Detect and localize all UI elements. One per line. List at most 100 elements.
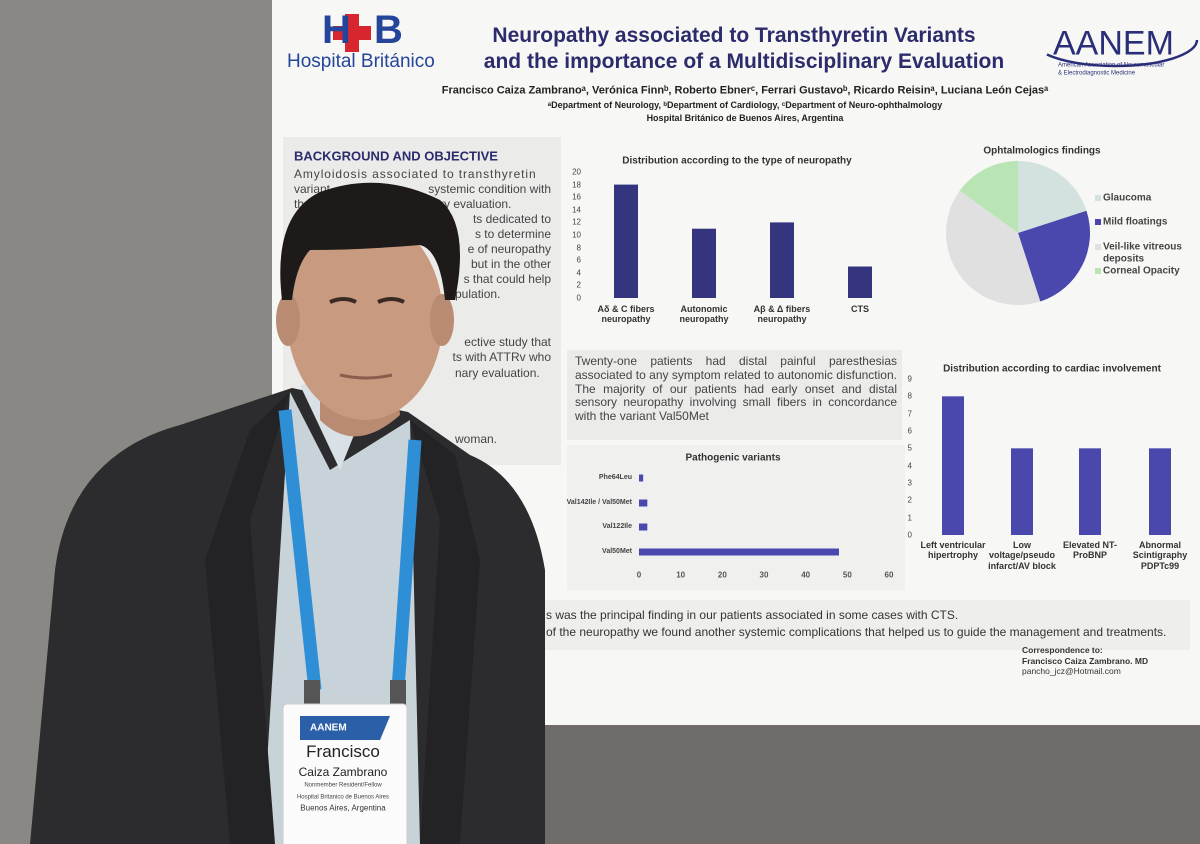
bar: [942, 396, 964, 535]
lapel: [205, 392, 290, 844]
face: [287, 216, 443, 420]
title: Neuropathy associated to Transthyretin V…: [492, 23, 976, 47]
x-tick-label: Aβ & Δ fibers neuropathy: [753, 304, 811, 325]
y-tick-label: Val142Ile / Val50Met: [566, 498, 632, 506]
pie-slice: [946, 190, 1041, 305]
hair: [280, 182, 460, 300]
y-tick-label: 6: [576, 255, 581, 265]
legend-label: Veil-like vitreous deposits: [1103, 241, 1182, 265]
panel: [567, 445, 905, 590]
bar: [1011, 448, 1033, 535]
body-text: e of neuropathy: [467, 242, 551, 257]
x-tick-label: Aδ & C fibers neuropathy: [597, 304, 655, 325]
authors: Francisco Caiza Zambranoᵃ, Verónica Finn…: [441, 84, 1049, 97]
body-text: Amyloidosis associated to transthyretin: [294, 167, 537, 182]
y-tick-label: 4: [576, 268, 581, 278]
y-tick-label: 0: [907, 530, 912, 540]
pie-slice: [1018, 210, 1090, 302]
logo-name: AANEM: [1053, 24, 1174, 63]
x-tick-label: Abnormal Scintigraphy PDPTc99: [1132, 540, 1188, 571]
x-tick-label: Elevated NT-ProBNP: [1062, 540, 1118, 561]
x-tick-label: Autonomic neuropathy: [679, 304, 729, 325]
brows: [329, 297, 405, 304]
bar: [770, 222, 794, 298]
y-tick-label: 20: [572, 167, 581, 177]
bar: [614, 184, 638, 298]
bar: [639, 499, 648, 507]
badge-line: Buenos Aires, Argentina: [300, 803, 386, 813]
legend-label: Glaucoma: [1103, 192, 1152, 204]
bar: [639, 523, 648, 531]
body-text: ry evaluation.: [440, 197, 512, 212]
y-tick-label: 4: [907, 461, 912, 471]
pie-slice: [1018, 161, 1087, 233]
x-tick-label: 20: [717, 570, 727, 580]
legend-swatch: [1095, 195, 1101, 201]
y-tick-label: 2: [576, 280, 581, 290]
y-tick-label: 16: [572, 192, 581, 202]
conclusion-text: of the neuropathy we found another syste…: [546, 625, 1167, 640]
lapel: [410, 420, 480, 844]
conclusion-text: s was the principal finding in our patie…: [546, 608, 959, 623]
logo-sub: & Electrodiagnostic Medicine: [1058, 70, 1136, 77]
lanyard: [278, 409, 422, 691]
y-tick-label: 6: [907, 426, 912, 436]
body-text: woman.: [455, 432, 498, 447]
badge-role: Nonmember Resident/Fellow: [304, 782, 382, 789]
badge-banner: [300, 716, 390, 740]
affiliations: ᵃDepartment of Neurology, ᵇDepartment of…: [547, 99, 943, 110]
chart-title: Distribution according to cardiac involv…: [943, 363, 1161, 375]
clip: [390, 680, 406, 706]
chart-title: Pathogenic variants: [685, 452, 781, 464]
y-tick-label: Val122Ile: [602, 522, 632, 530]
body-text: s that could help: [463, 272, 551, 287]
body-text: ts with ATTRv who: [452, 350, 551, 365]
correspondence: Francisco Caiza Zambrano. MD: [1022, 656, 1149, 667]
bar: [1149, 448, 1171, 535]
logo-arc: [1031, 12, 1199, 68]
bar: [1079, 448, 1101, 535]
title: and the importance of a Multidisciplinar…: [483, 49, 1005, 73]
bar: [639, 548, 839, 556]
legend-swatch: [1095, 268, 1101, 274]
y-tick-label: 3: [907, 478, 912, 488]
x-tick-label: Low voltage/pseudo infarct/AV block: [988, 540, 1056, 571]
y-tick-label: 12: [572, 217, 581, 227]
y-tick-label: 2: [907, 495, 912, 505]
body-text: s to determine: [474, 227, 551, 242]
y-tick-label: 14: [572, 205, 581, 215]
y-tick-label: 10: [572, 230, 581, 240]
x-tick-label: CTS: [851, 304, 869, 314]
logo-sub: American Association of Neuromuscular: [1058, 62, 1165, 69]
logo-cross: [333, 14, 371, 52]
body-text: systemic condition with: [428, 182, 551, 197]
chart-title: Distribution according to the type of ne…: [622, 155, 852, 167]
y-tick-label: 1: [907, 513, 912, 523]
y-tick-label: 7: [907, 409, 912, 419]
clip: [304, 680, 320, 706]
pie-slice: [959, 161, 1018, 233]
section-heading: BACKGROUND AND OBJECTIVE: [294, 148, 498, 164]
badge-logo: AANEM: [310, 722, 347, 734]
badge-name: Francisco: [306, 742, 380, 762]
body-text: ts dedicated to: [472, 212, 551, 227]
x-tick-label: 50: [842, 570, 852, 580]
correspondence: Correspondence to:: [1022, 645, 1103, 656]
x-tick-label: 10: [676, 570, 686, 580]
ear: [430, 294, 454, 346]
bar: [848, 266, 872, 298]
legend-label: Corneal Opacity: [1103, 265, 1180, 277]
x-tick-label: 0: [636, 570, 642, 580]
x-tick-label: 60: [884, 570, 894, 580]
body-text: nary evaluation.: [455, 366, 540, 381]
x-tick-label: 40: [801, 570, 811, 580]
legend-swatch: [1095, 219, 1101, 225]
y-tick-label: 8: [907, 391, 912, 401]
y-tick-label: 5: [907, 443, 912, 453]
panel: [567, 350, 902, 440]
legend-swatch: [1095, 244, 1101, 250]
